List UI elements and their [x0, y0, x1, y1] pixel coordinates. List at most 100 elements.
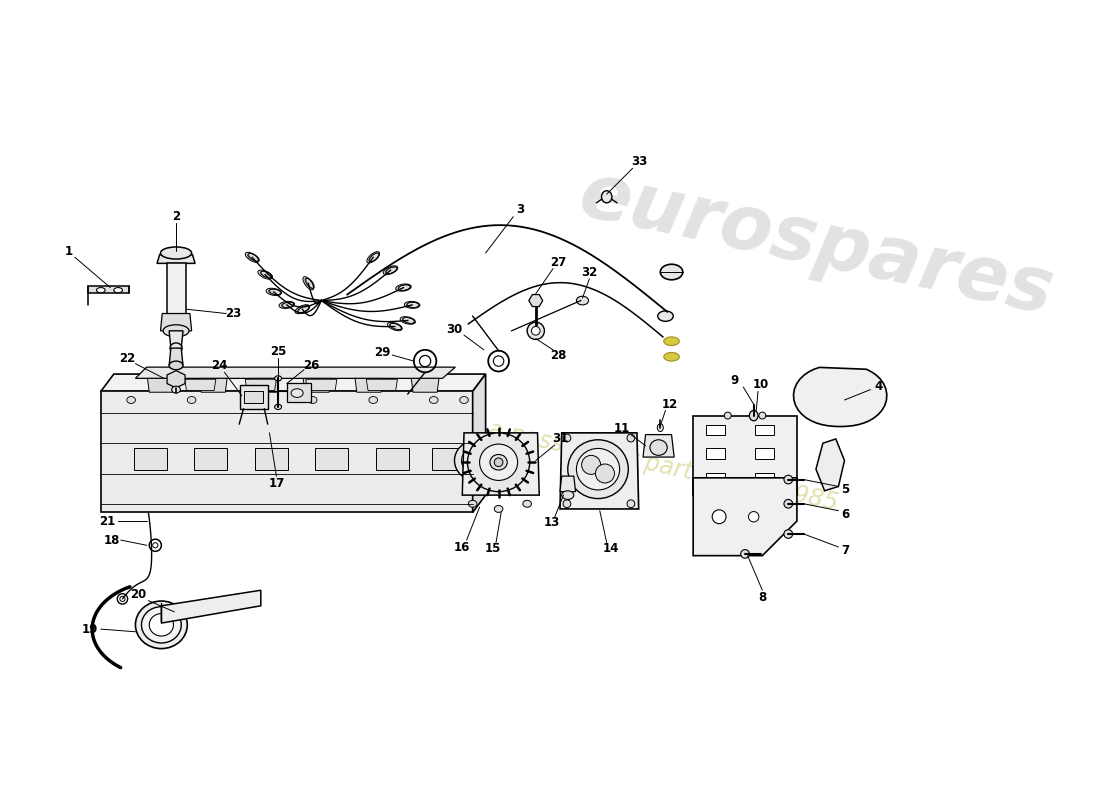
Text: 10: 10: [752, 378, 769, 391]
Ellipse shape: [562, 490, 574, 499]
Ellipse shape: [400, 317, 416, 324]
Text: 23: 23: [226, 307, 241, 320]
Polygon shape: [185, 379, 216, 390]
Ellipse shape: [295, 305, 309, 314]
Ellipse shape: [660, 264, 683, 280]
Ellipse shape: [749, 410, 758, 421]
Polygon shape: [199, 378, 227, 392]
Bar: [316, 447, 348, 470]
Ellipse shape: [784, 475, 793, 484]
Ellipse shape: [383, 266, 398, 274]
Text: 14: 14: [603, 542, 619, 555]
Polygon shape: [88, 286, 130, 293]
Text: a passion for parts since 1985: a passion for parts since 1985: [485, 418, 839, 515]
Ellipse shape: [169, 361, 183, 370]
Ellipse shape: [494, 506, 503, 513]
Ellipse shape: [748, 511, 759, 522]
Ellipse shape: [460, 397, 469, 403]
Polygon shape: [135, 367, 455, 378]
Text: 6: 6: [842, 508, 849, 521]
Ellipse shape: [576, 296, 588, 305]
Ellipse shape: [595, 464, 615, 483]
Polygon shape: [693, 415, 796, 495]
Text: 3: 3: [516, 203, 525, 216]
Ellipse shape: [480, 444, 518, 481]
Ellipse shape: [308, 397, 317, 403]
Ellipse shape: [429, 397, 438, 403]
Bar: [195, 447, 227, 470]
Polygon shape: [560, 476, 575, 492]
Text: 16: 16: [453, 541, 470, 554]
Ellipse shape: [650, 440, 668, 455]
Ellipse shape: [266, 288, 282, 295]
Text: 4: 4: [874, 380, 882, 393]
Text: 1: 1: [65, 245, 73, 258]
Polygon shape: [473, 374, 485, 513]
Polygon shape: [693, 478, 796, 556]
Polygon shape: [306, 379, 337, 390]
Text: eurospares: eurospares: [572, 158, 1059, 330]
Ellipse shape: [187, 397, 196, 403]
Text: 8: 8: [758, 590, 767, 604]
Ellipse shape: [292, 389, 304, 398]
Ellipse shape: [784, 530, 793, 538]
Text: 26: 26: [302, 359, 319, 372]
Polygon shape: [560, 433, 639, 509]
Polygon shape: [355, 378, 383, 392]
Ellipse shape: [405, 302, 420, 308]
Ellipse shape: [712, 510, 726, 524]
Text: 32: 32: [581, 266, 597, 278]
Polygon shape: [101, 391, 473, 513]
Ellipse shape: [257, 270, 273, 279]
Text: 33: 33: [631, 155, 648, 168]
Ellipse shape: [461, 447, 490, 474]
Text: 18: 18: [103, 534, 120, 546]
Ellipse shape: [522, 500, 531, 507]
Polygon shape: [411, 378, 439, 392]
Text: 30: 30: [447, 322, 463, 335]
Polygon shape: [161, 314, 191, 331]
Bar: [706, 425, 725, 435]
Text: 25: 25: [270, 345, 286, 358]
Polygon shape: [793, 367, 887, 426]
Ellipse shape: [387, 322, 403, 330]
Ellipse shape: [163, 325, 189, 337]
Ellipse shape: [245, 252, 258, 262]
Bar: [255, 447, 287, 470]
Bar: [134, 447, 166, 470]
Text: 21: 21: [99, 514, 116, 527]
Text: 11: 11: [614, 422, 630, 435]
Ellipse shape: [494, 458, 503, 466]
Polygon shape: [101, 374, 485, 391]
Ellipse shape: [135, 601, 187, 649]
Polygon shape: [462, 433, 539, 495]
Ellipse shape: [724, 412, 732, 419]
Bar: [376, 447, 409, 470]
Bar: [243, 391, 263, 403]
Ellipse shape: [142, 606, 182, 643]
Ellipse shape: [490, 454, 507, 470]
Text: 15: 15: [484, 542, 500, 555]
Ellipse shape: [663, 353, 680, 361]
Text: 7: 7: [842, 544, 849, 557]
Ellipse shape: [302, 277, 313, 290]
Polygon shape: [245, 379, 276, 390]
Polygon shape: [166, 263, 186, 331]
Bar: [287, 382, 311, 402]
Polygon shape: [529, 294, 542, 306]
Ellipse shape: [627, 500, 635, 508]
Ellipse shape: [248, 397, 256, 403]
Text: 20: 20: [130, 588, 146, 601]
Ellipse shape: [563, 434, 571, 442]
Ellipse shape: [170, 343, 183, 354]
Ellipse shape: [368, 397, 377, 403]
Ellipse shape: [531, 326, 540, 335]
Ellipse shape: [97, 287, 106, 293]
Ellipse shape: [366, 252, 379, 263]
Polygon shape: [240, 386, 267, 409]
Text: 28: 28: [550, 349, 566, 362]
Ellipse shape: [126, 397, 135, 403]
Ellipse shape: [602, 190, 612, 203]
Bar: [706, 449, 725, 459]
Text: 22: 22: [119, 352, 135, 365]
